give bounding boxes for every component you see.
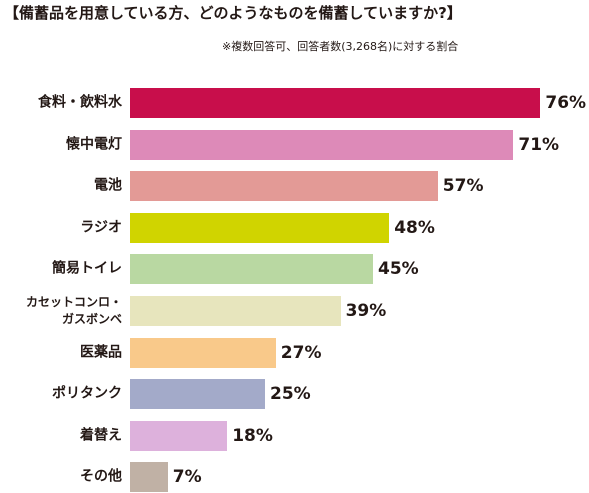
value-label: 48% <box>394 217 435 238</box>
value-label: 76% <box>545 93 587 113</box>
bar <box>130 462 168 493</box>
value-label: 57% <box>442 176 484 197</box>
bar <box>130 212 390 243</box>
bar <box>130 379 265 410</box>
category-label: 電池 <box>94 177 122 194</box>
category-label: 懐中電灯 <box>66 136 122 153</box>
value-label: 18% <box>232 425 273 446</box>
bar <box>130 337 276 368</box>
value-label: 71% <box>518 134 560 155</box>
category-label: ポリタンク <box>52 385 122 402</box>
category-label: 着替え <box>80 427 122 444</box>
category-label: その他 <box>80 468 122 485</box>
value-label: 45% <box>378 259 419 280</box>
category-label: 簡易トイレ <box>52 260 122 277</box>
bar <box>130 420 228 451</box>
bar <box>130 129 514 160</box>
category-label: カセットコンロ・ ガスボンベ <box>25 295 122 326</box>
category-label: 医薬品 <box>80 344 122 361</box>
bar <box>130 88 541 118</box>
value-label: 27% <box>280 342 322 363</box>
chart-subtitle: ※複数回答可、回答者数(3,268名)に対する割合 <box>222 40 459 53</box>
bar <box>130 296 341 326</box>
category-label: 食料・飲料水 <box>38 94 122 111</box>
bar <box>130 254 373 285</box>
bar <box>130 171 438 202</box>
chart-title: 【備蓄品を用意している方、どのようなものを備蓄していますか?】 <box>4 4 462 22</box>
value-label: 7% <box>172 467 202 488</box>
value-label: 25% <box>270 384 311 405</box>
value-label: 39% <box>345 301 387 321</box>
category-label: ラジオ <box>80 219 122 236</box>
